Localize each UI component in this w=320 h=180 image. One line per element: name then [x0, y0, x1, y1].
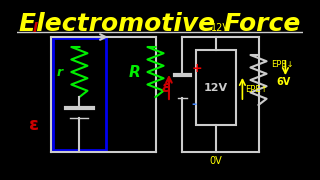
Text: ε: ε — [162, 80, 170, 94]
Text: EPE↓: EPE↓ — [271, 60, 294, 69]
Text: 12V: 12V — [204, 82, 228, 93]
Text: EPE↑: EPE↑ — [245, 84, 268, 93]
Bar — [52, 38, 106, 150]
Text: 0V: 0V — [210, 156, 222, 166]
Text: R: R — [129, 64, 140, 80]
Text: 6V: 6V — [276, 77, 291, 87]
Text: Electromotive Force: Electromotive Force — [19, 12, 301, 36]
Text: r: r — [57, 66, 63, 78]
Text: ε: ε — [29, 116, 39, 134]
Text: -: - — [191, 98, 196, 111]
Text: I: I — [33, 21, 38, 35]
Text: 12V: 12V — [211, 23, 230, 33]
Text: +: + — [191, 62, 202, 75]
Bar — [196, 50, 236, 125]
